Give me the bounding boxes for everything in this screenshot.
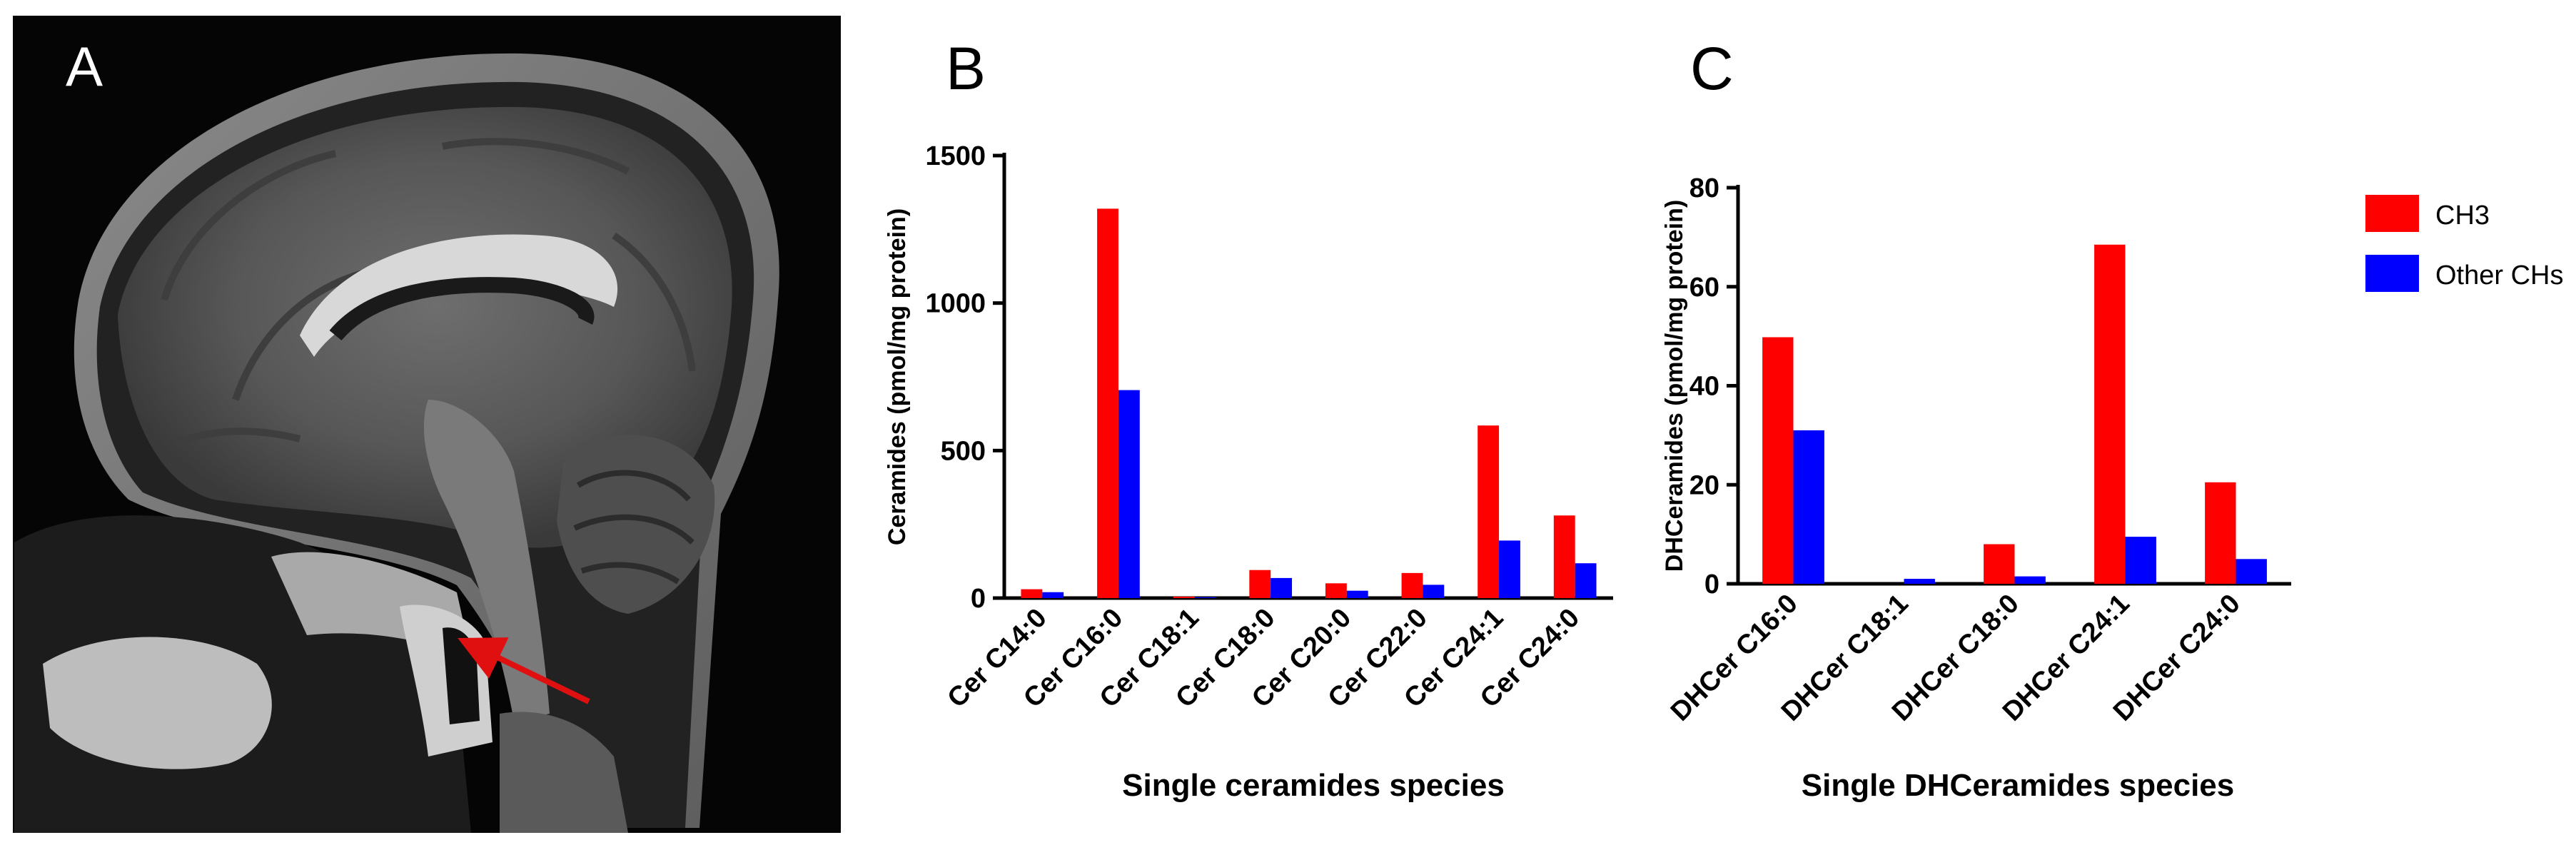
bar-ch3 [2205, 482, 2236, 584]
bar-ch3 [1984, 544, 2015, 584]
y-tick-label: 80 [1689, 173, 1719, 203]
bar-ch3 [2094, 244, 2126, 584]
bar-other-chs [1423, 585, 1445, 598]
bar-ch3 [1249, 570, 1271, 598]
bar-other-chs [1118, 390, 1140, 598]
bar-ch3 [1021, 589, 1043, 598]
y-tick-label: 20 [1689, 470, 1719, 500]
y-tick-label: 500 [941, 436, 986, 466]
bar-other-chs [1793, 430, 1824, 584]
bar-other-chs [2125, 537, 2156, 584]
panel-b-label: B [946, 35, 986, 102]
panel-c-label: C [1690, 35, 1734, 102]
mri-panel: A [13, 16, 841, 833]
legend-label-ch3: CH3 [2435, 201, 2490, 231]
bar-other-chs [1271, 577, 1293, 598]
bar-ch3 [1553, 515, 1575, 598]
bar-other-chs [2014, 576, 2046, 584]
bar-ch3 [1401, 572, 1423, 598]
y-tick-label: 0 [971, 584, 986, 614]
bar-other-chs [2236, 559, 2267, 584]
bar-other-chs [1194, 597, 1216, 598]
bar-other-chs [1042, 592, 1064, 598]
bar-ch3 [1762, 337, 1794, 584]
legend: CH3 Other CHs [2365, 195, 2563, 292]
bar-ch3 [1478, 425, 1500, 598]
bar-ch3 [1173, 596, 1195, 598]
y-axis-title: DHCeramides (pmol/mg protein) [1661, 200, 1688, 572]
y-tick-label: 0 [1704, 570, 1719, 599]
bar-ch3 [1097, 208, 1118, 598]
x-axis-title: Single ceramides species [1122, 768, 1505, 803]
bar-ch3 [1325, 583, 1347, 598]
panel-a-label: A [66, 35, 103, 98]
x-axis-title: Single DHCeramides species [1802, 768, 2234, 803]
legend-swatch-other-chs [2365, 255, 2419, 292]
bar-other-chs [1346, 590, 1368, 598]
mri-sagittal-image [14, 53, 779, 833]
legend-label-other-chs: Other CHs [2435, 260, 2563, 290]
bar-other-chs [1499, 540, 1520, 598]
y-axis-title: Ceramides (pmol/mg protein) [884, 208, 911, 545]
y-tick-label: 1000 [925, 289, 986, 319]
bar-other-chs [1575, 563, 1597, 598]
y-tick-label: 1500 [925, 141, 986, 171]
y-tick-label: 40 [1689, 372, 1719, 402]
mri-arrow [458, 637, 590, 704]
bar-other-chs [1904, 579, 1935, 584]
y-tick-label: 60 [1689, 273, 1719, 303]
legend-swatch-ch3 [2365, 195, 2419, 232]
